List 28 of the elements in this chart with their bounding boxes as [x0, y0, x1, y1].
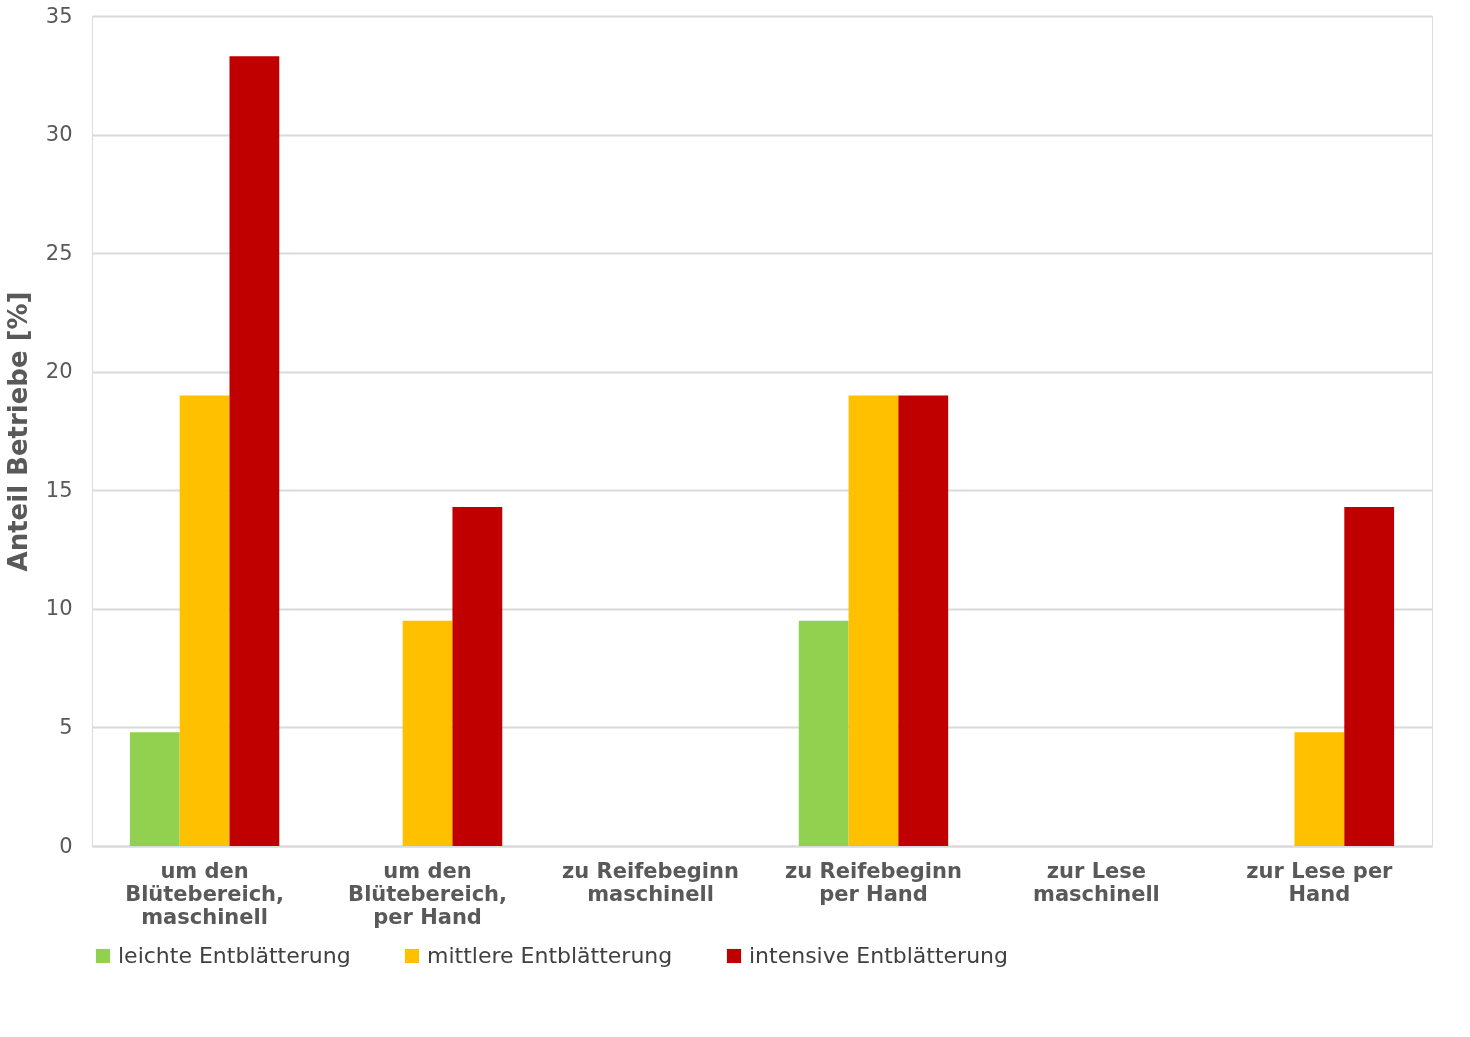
bar: [402, 620, 453, 846]
x-tick-label: zur Lese maschinell: [1033, 858, 1160, 906]
y-tick-label: 5: [59, 714, 73, 739]
bar: [1294, 732, 1345, 846]
bar: [848, 395, 899, 846]
bar: [129, 732, 180, 846]
legend-label: mittlere Entblätterung: [427, 943, 673, 968]
bar: [452, 506, 503, 846]
bar: [798, 620, 849, 846]
x-tick-label: um den Blütebereich, per Hand: [348, 858, 507, 929]
y-tick-label: 0: [59, 833, 73, 858]
bar: [898, 395, 949, 846]
x-tick-label: um den Blütebereich, maschinell: [125, 858, 285, 929]
bar: [229, 56, 280, 846]
legend-label: leichte Entblätterung: [118, 943, 351, 968]
y-tick-label: 35: [45, 3, 73, 28]
y-axis-title: Anteil Betriebe [%]: [2, 291, 33, 572]
bar: [179, 395, 230, 846]
y-tick-label: 15: [45, 477, 73, 502]
y-tick-label: 10: [45, 596, 73, 621]
y-tick-label: 30: [45, 122, 73, 147]
x-tick-label: zu Reifebeginn maschinell: [562, 858, 739, 906]
x-tick-label: zu Reifebeginn per Hand: [785, 858, 962, 906]
y-tick-label: 25: [45, 240, 73, 265]
legend-label: intensive Entblätterung: [749, 943, 1008, 968]
y-tick-label: 20: [45, 359, 73, 384]
x-tick-label: zur Lese per Hand: [1246, 858, 1394, 906]
bar: [1344, 506, 1395, 846]
